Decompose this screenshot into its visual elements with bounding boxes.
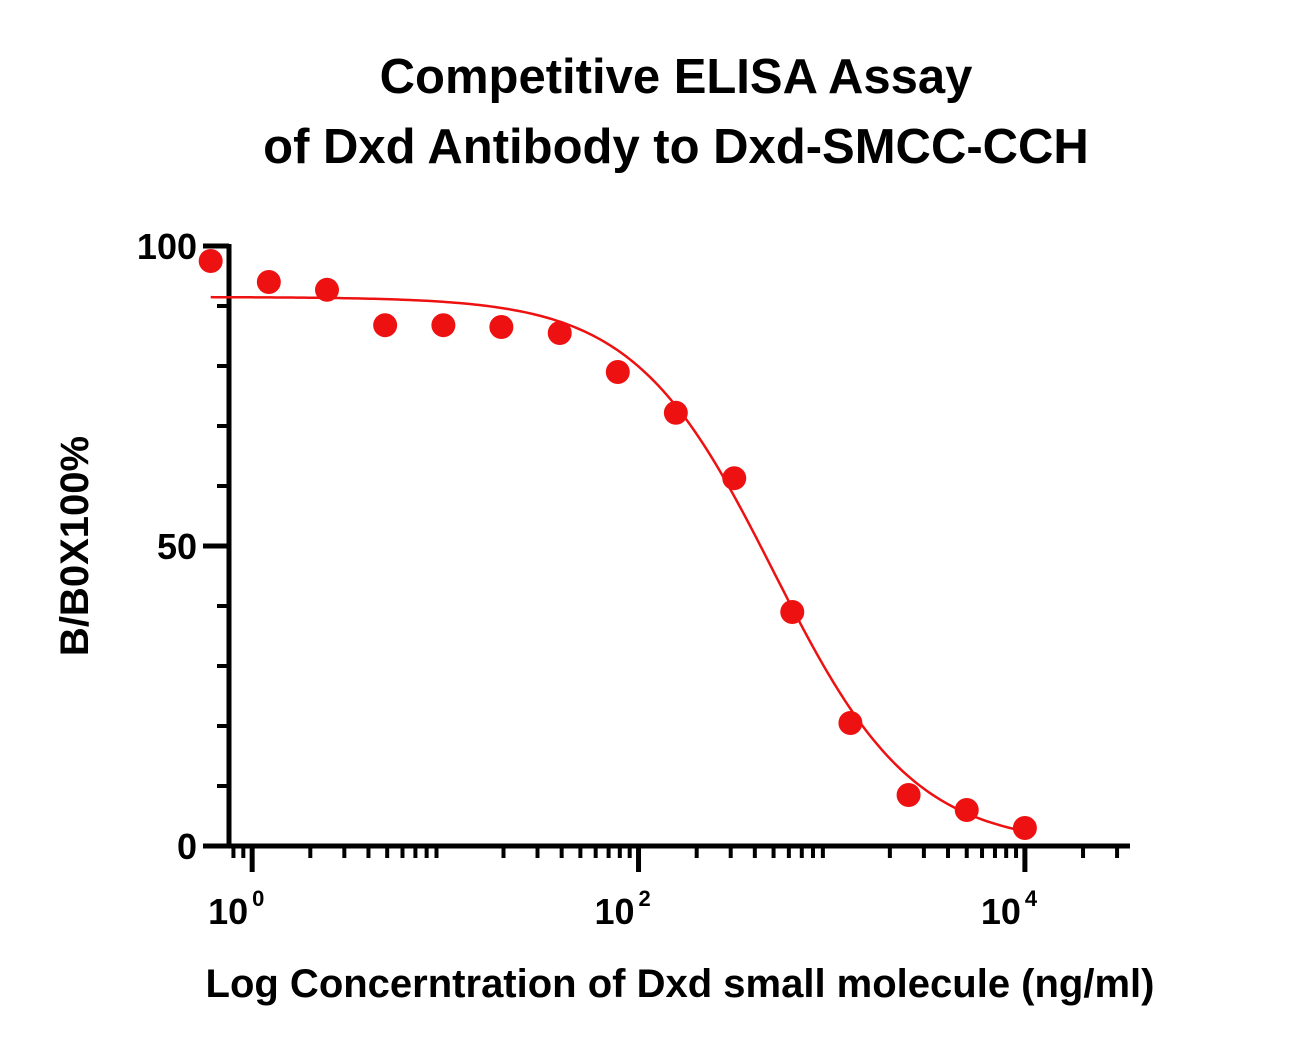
fit-curve-layer bbox=[210, 295, 1026, 833]
chart-title-line-1: Competitive ELISA Assay bbox=[380, 50, 973, 104]
data-point bbox=[896, 783, 921, 807]
data-point bbox=[1012, 816, 1037, 840]
fit-curve bbox=[210, 295, 1026, 833]
data-point bbox=[547, 321, 572, 345]
x-tick-label-exponent: 2 bbox=[639, 886, 651, 911]
data-point bbox=[954, 798, 979, 822]
chart-title-line-2: of Dxd Antibody to Dxd-SMCC-CCH bbox=[263, 120, 1089, 174]
data-point bbox=[198, 249, 223, 273]
x-tick-label-base: 10 bbox=[208, 891, 248, 932]
y-axis-label: B/B0X100% bbox=[53, 436, 97, 656]
y-tick-label: 50 bbox=[157, 526, 197, 567]
y-tick-label: 0 bbox=[177, 826, 197, 867]
data-point bbox=[314, 277, 339, 302]
y-tick-label: 100 bbox=[137, 226, 197, 267]
data-point bbox=[256, 270, 281, 294]
x-tick-label-base: 10 bbox=[594, 891, 634, 932]
x-tick-label-exponent: 0 bbox=[252, 886, 264, 911]
x-tick-label-exponent: 4 bbox=[1025, 886, 1038, 911]
data-point bbox=[663, 400, 688, 425]
data-point bbox=[489, 315, 514, 339]
data-point bbox=[605, 360, 630, 384]
data-points-layer bbox=[198, 249, 1037, 840]
data-point bbox=[780, 600, 805, 624]
y-axis: 0 50 100 bbox=[137, 226, 232, 867]
data-point bbox=[373, 313, 398, 338]
x-tick-label-base: 10 bbox=[981, 891, 1021, 932]
data-point bbox=[722, 466, 747, 491]
x-axis: 10 0 10 2 10 4 bbox=[208, 843, 1130, 932]
data-point bbox=[838, 711, 863, 735]
x-axis-label: Log Concerntration of Dxd small molecule… bbox=[206, 962, 1155, 1006]
data-point bbox=[431, 313, 456, 338]
